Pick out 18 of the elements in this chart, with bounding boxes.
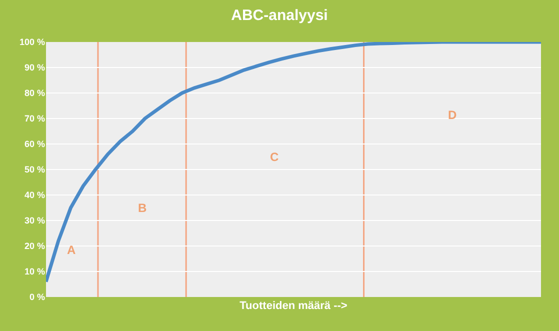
y-tick-label: 50 %: [24, 164, 45, 175]
y-tick-label: 100 %: [19, 37, 45, 48]
y-tick-label: 30 %: [24, 216, 45, 226]
y-tick-label: 40 %: [24, 190, 45, 200]
annotation: C: [270, 150, 279, 164]
y-tick-label: 0 %: [29, 292, 45, 302]
y-tick-label: 10 %: [24, 266, 45, 277]
line-series: [46, 42, 541, 284]
chart-title: ABC-analyysi: [231, 7, 328, 24]
y-tick-label: 60 %: [24, 139, 45, 150]
y-tick-label: 90 %: [24, 62, 45, 73]
y-tick-label: 70 %: [24, 114, 45, 124]
annotation: D: [448, 108, 457, 122]
x-axis-title: Tuotteiden määrä -->: [240, 300, 348, 312]
y-tick-label: 80 %: [24, 88, 45, 98]
annotation: A: [67, 243, 76, 257]
y-tick-label: 20 %: [24, 241, 45, 252]
annotation: B: [138, 201, 147, 215]
